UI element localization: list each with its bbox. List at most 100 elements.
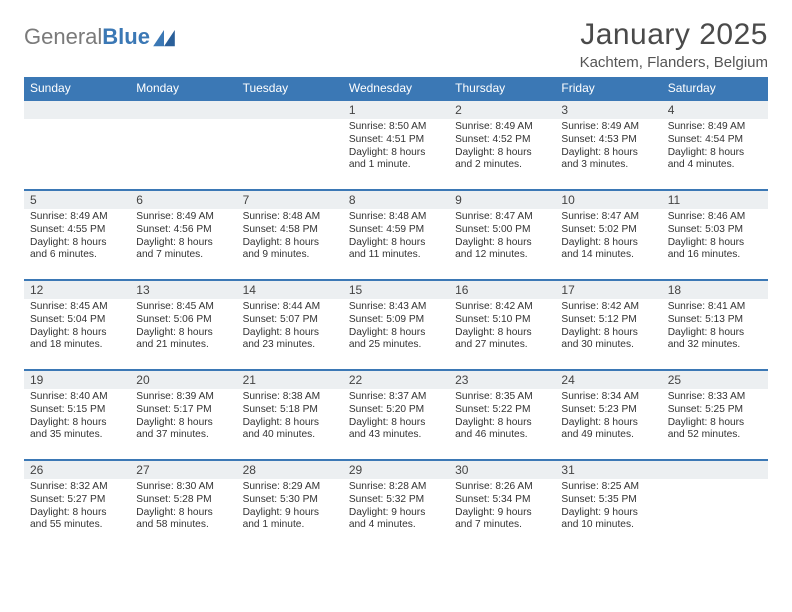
- day-detail-line: and 35 minutes.: [30, 429, 124, 442]
- calendar-day-cell: [662, 460, 768, 550]
- day-details: Sunrise: 8:49 AMSunset: 4:54 PMDaylight:…: [662, 119, 768, 176]
- day-detail-line: Daylight: 8 hours: [561, 147, 655, 160]
- day-detail-line: Sunrise: 8:49 AM: [136, 211, 230, 224]
- day-detail-line: Sunrise: 8:41 AM: [668, 301, 762, 314]
- day-detail-line: Daylight: 8 hours: [561, 237, 655, 250]
- day-number: 14: [237, 281, 343, 299]
- calendar-week-row: 5Sunrise: 8:49 AMSunset: 4:55 PMDaylight…: [24, 190, 768, 280]
- day-number: 21: [237, 371, 343, 389]
- calendar-header-row: Sunday Monday Tuesday Wednesday Thursday…: [24, 77, 768, 100]
- day-details: Sunrise: 8:49 AMSunset: 4:55 PMDaylight:…: [24, 209, 130, 266]
- day-detail-line: Sunrise: 8:47 AM: [455, 211, 549, 224]
- day-number: 26: [24, 461, 130, 479]
- day-details: Sunrise: 8:49 AMSunset: 4:52 PMDaylight:…: [449, 119, 555, 176]
- day-details: Sunrise: 8:34 AMSunset: 5:23 PMDaylight:…: [555, 389, 661, 446]
- day-details: Sunrise: 8:25 AMSunset: 5:35 PMDaylight:…: [555, 479, 661, 536]
- day-detail-line: Sunrise: 8:49 AM: [561, 121, 655, 134]
- day-detail-line: Daylight: 8 hours: [136, 507, 230, 520]
- day-detail-line: Sunset: 5:23 PM: [561, 404, 655, 417]
- brand-part2: Blue: [102, 24, 150, 50]
- day-details: Sunrise: 8:47 AMSunset: 5:00 PMDaylight:…: [449, 209, 555, 266]
- day-detail-line: Sunrise: 8:40 AM: [30, 391, 124, 404]
- header: GeneralBlue January 2025 Kachtem, Flande…: [24, 18, 768, 71]
- day-detail-line: and 4 minutes.: [349, 519, 443, 532]
- calendar-page: GeneralBlue January 2025 Kachtem, Flande…: [0, 0, 792, 560]
- calendar-week-row: 12Sunrise: 8:45 AMSunset: 5:04 PMDayligh…: [24, 280, 768, 370]
- day-number: 22: [343, 371, 449, 389]
- day-detail-line: Sunrise: 8:47 AM: [561, 211, 655, 224]
- day-detail-line: Sunset: 5:17 PM: [136, 404, 230, 417]
- calendar-location: Kachtem, Flanders, Belgium: [580, 54, 768, 71]
- day-detail-line: Daylight: 8 hours: [136, 327, 230, 340]
- day-number: 2: [449, 101, 555, 119]
- day-detail-line: and 58 minutes.: [136, 519, 230, 532]
- day-detail-line: Sunset: 5:32 PM: [349, 494, 443, 507]
- calendar-day-cell: 28Sunrise: 8:29 AMSunset: 5:30 PMDayligh…: [237, 460, 343, 550]
- calendar-day-cell: 9Sunrise: 8:47 AMSunset: 5:00 PMDaylight…: [449, 190, 555, 280]
- day-details: Sunrise: 8:45 AMSunset: 5:06 PMDaylight:…: [130, 299, 236, 356]
- day-detail-line: Sunset: 5:10 PM: [455, 314, 549, 327]
- day-details: Sunrise: 8:39 AMSunset: 5:17 PMDaylight:…: [130, 389, 236, 446]
- day-detail-line: Daylight: 8 hours: [349, 417, 443, 430]
- brand-part1: General: [24, 24, 102, 50]
- day-detail-line: Sunset: 5:18 PM: [243, 404, 337, 417]
- day-detail-line: and 25 minutes.: [349, 339, 443, 352]
- day-detail-line: and 52 minutes.: [668, 429, 762, 442]
- day-number: [662, 461, 768, 479]
- calendar-day-cell: 22Sunrise: 8:37 AMSunset: 5:20 PMDayligh…: [343, 370, 449, 460]
- day-detail-line: Daylight: 8 hours: [349, 237, 443, 250]
- calendar-day-cell: 14Sunrise: 8:44 AMSunset: 5:07 PMDayligh…: [237, 280, 343, 370]
- day-detail-line: Sunrise: 8:28 AM: [349, 481, 443, 494]
- day-details: Sunrise: 8:28 AMSunset: 5:32 PMDaylight:…: [343, 479, 449, 536]
- day-number: [130, 101, 236, 119]
- day-detail-line: Daylight: 8 hours: [561, 327, 655, 340]
- day-detail-line: and 10 minutes.: [561, 519, 655, 532]
- day-number: [24, 101, 130, 119]
- calendar-day-cell: 5Sunrise: 8:49 AMSunset: 4:55 PMDaylight…: [24, 190, 130, 280]
- calendar-day-cell: 13Sunrise: 8:45 AMSunset: 5:06 PMDayligh…: [130, 280, 236, 370]
- day-details: Sunrise: 8:49 AMSunset: 4:56 PMDaylight:…: [130, 209, 236, 266]
- calendar-day-cell: 20Sunrise: 8:39 AMSunset: 5:17 PMDayligh…: [130, 370, 236, 460]
- day-detail-line: Sunrise: 8:35 AM: [455, 391, 549, 404]
- calendar-day-cell: 3Sunrise: 8:49 AMSunset: 4:53 PMDaylight…: [555, 100, 661, 190]
- day-number: 11: [662, 191, 768, 209]
- day-details: Sunrise: 8:37 AMSunset: 5:20 PMDaylight:…: [343, 389, 449, 446]
- calendar-day-cell: 24Sunrise: 8:34 AMSunset: 5:23 PMDayligh…: [555, 370, 661, 460]
- calendar-title: January 2025: [580, 18, 768, 52]
- day-detail-line: and 1 minute.: [243, 519, 337, 532]
- day-details: Sunrise: 8:46 AMSunset: 5:03 PMDaylight:…: [662, 209, 768, 266]
- calendar-day-cell: 29Sunrise: 8:28 AMSunset: 5:32 PMDayligh…: [343, 460, 449, 550]
- day-detail-line: and 7 minutes.: [455, 519, 549, 532]
- day-details: Sunrise: 8:35 AMSunset: 5:22 PMDaylight:…: [449, 389, 555, 446]
- day-details: [24, 119, 130, 125]
- day-detail-line: Sunset: 5:09 PM: [349, 314, 443, 327]
- day-number: 10: [555, 191, 661, 209]
- day-detail-line: Sunrise: 8:49 AM: [455, 121, 549, 134]
- day-detail-line: Daylight: 9 hours: [349, 507, 443, 520]
- day-detail-line: Sunrise: 8:50 AM: [349, 121, 443, 134]
- calendar-table: Sunday Monday Tuesday Wednesday Thursday…: [24, 77, 768, 550]
- day-number: 1: [343, 101, 449, 119]
- day-detail-line: Sunset: 5:30 PM: [243, 494, 337, 507]
- calendar-day-cell: 8Sunrise: 8:48 AMSunset: 4:59 PMDaylight…: [343, 190, 449, 280]
- day-details: Sunrise: 8:48 AMSunset: 4:58 PMDaylight:…: [237, 209, 343, 266]
- day-details: [662, 479, 768, 485]
- day-number: 24: [555, 371, 661, 389]
- day-detail-line: Daylight: 8 hours: [30, 417, 124, 430]
- day-detail-line: Sunrise: 8:29 AM: [243, 481, 337, 494]
- calendar-day-cell: 31Sunrise: 8:25 AMSunset: 5:35 PMDayligh…: [555, 460, 661, 550]
- day-detail-line: Daylight: 8 hours: [668, 327, 762, 340]
- day-detail-line: Sunrise: 8:48 AM: [243, 211, 337, 224]
- day-detail-line: Sunset: 5:35 PM: [561, 494, 655, 507]
- day-detail-line: Daylight: 8 hours: [30, 327, 124, 340]
- day-detail-line: and 3 minutes.: [561, 159, 655, 172]
- day-detail-line: Daylight: 8 hours: [349, 327, 443, 340]
- day-details: Sunrise: 8:38 AMSunset: 5:18 PMDaylight:…: [237, 389, 343, 446]
- col-saturday: Saturday: [662, 77, 768, 100]
- day-detail-line: Daylight: 8 hours: [136, 237, 230, 250]
- calendar-day-cell: 25Sunrise: 8:33 AMSunset: 5:25 PMDayligh…: [662, 370, 768, 460]
- day-detail-line: Daylight: 9 hours: [243, 507, 337, 520]
- day-detail-line: Sunrise: 8:33 AM: [668, 391, 762, 404]
- day-details: [130, 119, 236, 125]
- day-detail-line: Daylight: 8 hours: [455, 147, 549, 160]
